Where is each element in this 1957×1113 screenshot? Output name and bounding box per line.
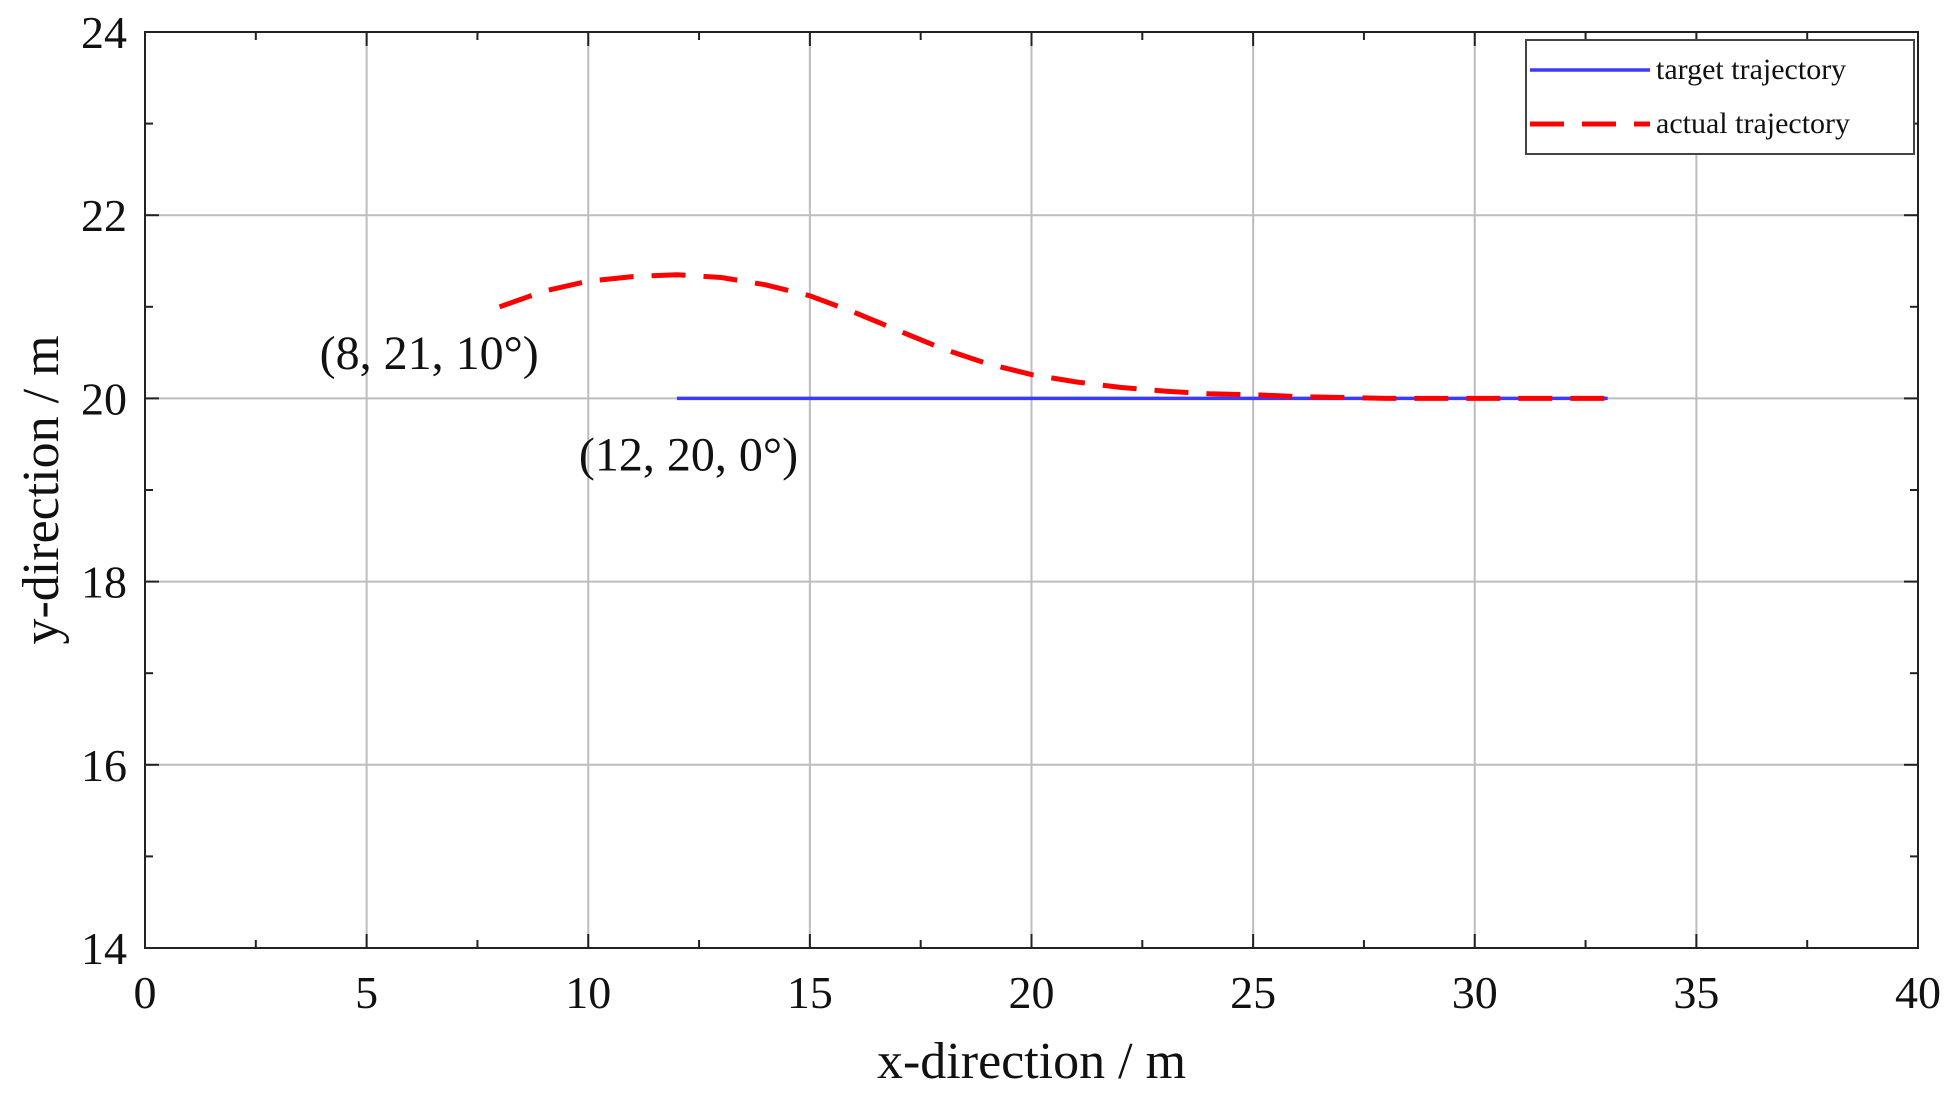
start-point-annotation: (8, 21, 10°) [320,327,539,380]
x-tick-label: 10 [565,967,611,1018]
x-tick-labels: 0 5 10 15 20 25 30 35 40 [134,967,1942,1018]
y-tick-label: 22 [81,190,127,241]
y-tick-label: 20 [81,373,127,424]
minor-ticks [144,31,1919,949]
legend-label-target: target trajectory [1656,53,1846,86]
x-tick-label: 40 [1895,967,1941,1018]
x-tick-label: 15 [787,967,833,1018]
x-tick-label: 5 [355,967,378,1018]
plot-frame [144,31,1919,949]
target-start-annotation: (12, 20, 0°) [579,428,798,481]
y-tick-label: 14 [81,923,127,974]
x-tick-label: 25 [1230,967,1276,1018]
y-tick-label: 18 [81,557,127,608]
annotation-layer: (8, 21, 10°) (12, 20, 0°) [320,327,798,482]
x-axis-label: x-direction / m [877,1033,1186,1090]
y-tick-labels: 14 16 18 20 22 24 [81,7,127,974]
x-tick-label: 0 [134,967,157,1018]
legend-label-actual: actual trajectory [1656,107,1850,140]
legend-box [1525,39,1915,155]
x-tick-label: 20 [1009,967,1055,1018]
actual-trajectory-line [498,272,1608,401]
y-axis-label: y-direction / m [13,335,70,644]
x-tick-label: 35 [1673,967,1719,1018]
y-tick-label: 24 [81,7,127,58]
series-layer [498,272,1608,401]
x-tick-label: 30 [1452,967,1498,1018]
y-tick-label: 16 [81,740,127,791]
legend: target trajectory actual trajectory [1525,39,1915,155]
